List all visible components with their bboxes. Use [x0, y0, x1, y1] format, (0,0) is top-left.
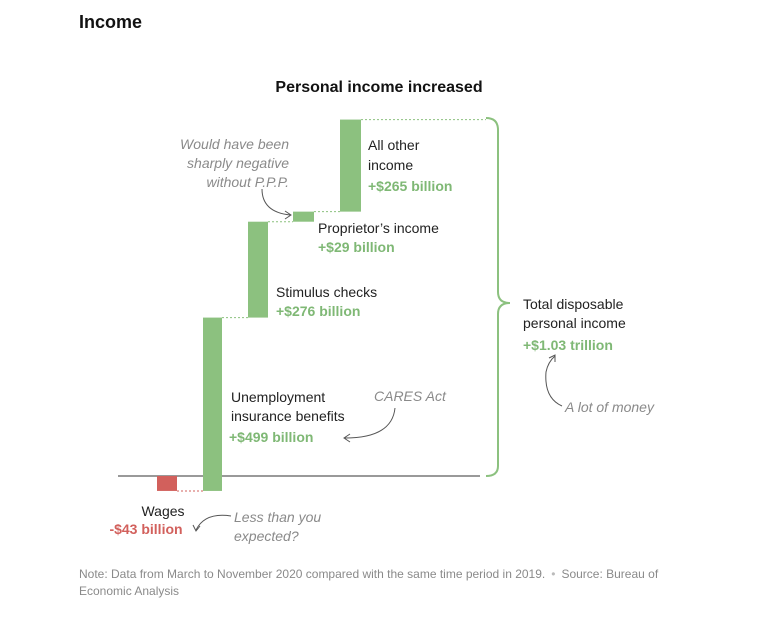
- bars-group: [157, 119, 361, 491]
- stimulus-value: +$276 billion: [276, 303, 360, 319]
- bar-proprietor-s-income: [293, 211, 314, 222]
- unemployment-label-line2: insurance benefits: [231, 408, 345, 424]
- ppp-note-line1: Would have been: [180, 136, 289, 152]
- all-other-label-line2: income: [368, 157, 413, 173]
- total-bracket: [485, 117, 511, 477]
- proprietor-value: +$29 billion: [318, 239, 395, 255]
- total-label-line2: personal income: [523, 315, 626, 331]
- bar-wages: [157, 476, 177, 491]
- chart-title: Personal income increased: [275, 79, 482, 96]
- stimulus-label: Stimulus checks: [276, 284, 377, 300]
- less-arrowhead: [192, 524, 201, 532]
- ppp-note-line3: without P.P.P.: [206, 174, 289, 190]
- wages-label: Wages: [141, 503, 184, 519]
- bar-unemployment-insurance-benefits: [203, 317, 222, 491]
- footnote-source: Source: Bureau of Economic Analysis: [79, 567, 659, 598]
- ppp-arrow: [261, 188, 291, 216]
- unemployment-value: +$499 billion: [229, 429, 313, 445]
- lot-arrowhead: [548, 354, 556, 362]
- footnote-note: Note: Data from March to November 2020 c…: [79, 567, 546, 581]
- connectors-group: [177, 119, 486, 492]
- cares-note: CARES Act: [374, 388, 447, 404]
- all-other-label-line1: All other: [368, 137, 420, 153]
- footnote-separator: •: [551, 567, 556, 581]
- proprietor-label: Proprietor’s income: [318, 220, 439, 236]
- footnote: Note: Data from March to November 2020 c…: [79, 566, 689, 600]
- ppp-arrowhead: [284, 210, 292, 220]
- less-arrow: [195, 514, 232, 531]
- bar-stimulus-checks: [248, 221, 268, 318]
- lot-arrow: [545, 355, 563, 407]
- cares-arrow: [344, 407, 396, 439]
- bar-all-other-income: [340, 119, 361, 212]
- section-title: Income: [79, 12, 143, 32]
- waterfall-chart: Personal income increased Wages -$43 bil…: [109, 79, 655, 544]
- cares-arrowhead: [343, 433, 351, 443]
- ppp-note-line2: sharply negative: [187, 155, 289, 171]
- all-other-value: +$265 billion: [368, 178, 452, 194]
- total-label-line1: Total disposable: [523, 296, 624, 312]
- unemployment-label-line1: Unemployment: [231, 389, 325, 405]
- total-value: +$1.03 trillion: [523, 337, 613, 353]
- less-note-line1: Less than you: [234, 509, 321, 525]
- less-note-line2: expected?: [234, 528, 299, 544]
- lot-note: A lot of money: [564, 399, 655, 415]
- wages-value: -$43 billion: [109, 521, 182, 537]
